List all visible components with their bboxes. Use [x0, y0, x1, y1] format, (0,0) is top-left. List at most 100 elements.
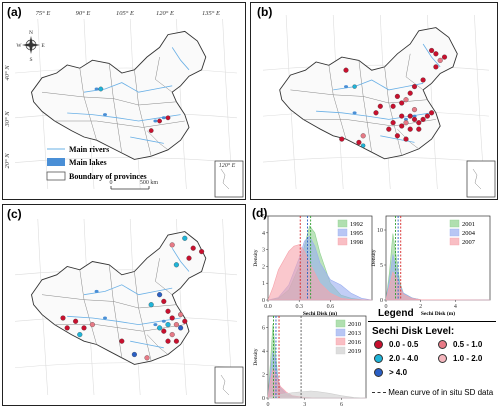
legend-swatch-2010 [335, 319, 346, 328]
province-boundary [155, 56, 173, 93]
x-tick-label: 2 [419, 304, 422, 310]
sd-point [399, 113, 405, 119]
lakes-legend-label: Main lakes [69, 158, 107, 167]
x-tick-label: 3 [303, 402, 306, 406]
sd-point [182, 235, 188, 241]
country-outline [31, 231, 207, 365]
legend-label-2001: 2001 [462, 221, 475, 228]
province-boundary [397, 129, 419, 150]
sd-legend-item: 0.5 - 1.0 [438, 340, 482, 350]
sd-point [403, 120, 409, 126]
scale-end: 500 km [140, 180, 159, 186]
y-tick-label: 3 [262, 248, 265, 254]
legend-swatch-2001 [449, 219, 460, 228]
sd-point [441, 54, 448, 60]
sd-point [429, 110, 435, 116]
parallel-line [262, 64, 490, 71]
sd-point [433, 51, 439, 57]
parallel-line [14, 157, 238, 163]
sd-point [407, 113, 413, 119]
sd-point [420, 77, 426, 83]
y-tick-label: 4 [262, 349, 265, 355]
sd-point [411, 107, 418, 113]
y-tick-label: 2 [262, 373, 265, 379]
legend-label-2013: 2013 [348, 330, 361, 337]
sd-point [339, 136, 345, 142]
sd-point [173, 322, 179, 328]
south-china-sea-inset [214, 366, 244, 404]
sd-legend-dot [438, 340, 447, 350]
latitude-label: 20° N [4, 153, 11, 169]
panel-a-label: (a) [7, 5, 22, 19]
latitude-label: 30° N [4, 111, 11, 128]
river-line [171, 247, 190, 272]
sd-legend-label: > 4.0 [389, 368, 408, 377]
river-line [380, 135, 415, 143]
panel-d: 0.0 0.3 0.6 0 1 2 3 4 5 Sechi Disk (m) Density 1992… [250, 204, 498, 406]
river-line [422, 43, 441, 68]
panel-b-label: (b) [257, 5, 273, 19]
sd-point [390, 120, 396, 126]
legend-swatch-1992 [337, 219, 348, 228]
sd-point [199, 249, 205, 255]
legend-swatch-1995 [337, 228, 348, 237]
sd-point [356, 139, 362, 145]
sd-point [437, 57, 443, 63]
river-line [83, 284, 173, 296]
y-tick-label: 4 [262, 231, 265, 237]
density-area-1998 [267, 244, 373, 301]
provinces-legend-swatch [46, 171, 66, 181]
legend-label-1992: 1992 [350, 221, 363, 228]
sd-point [157, 325, 163, 331]
y-tick-label: 0 [380, 298, 383, 304]
sd-point [173, 262, 179, 268]
sd-point [157, 118, 162, 124]
map-c [14, 218, 244, 404]
x-tick-label: 6 [340, 402, 343, 406]
mean-curve-label: Mean curve of in situ SD data [388, 388, 494, 397]
lake [161, 319, 166, 323]
sd-point [73, 318, 79, 324]
south-china-sea-inset [214, 160, 244, 198]
sd-point [407, 90, 413, 96]
panel-d-label: (d) [252, 206, 268, 220]
sd-point [148, 128, 154, 133]
x-tick-label: 0 [385, 304, 388, 310]
inset-coast [220, 168, 230, 190]
panel-b: (b) [250, 2, 498, 200]
sd-point [390, 103, 396, 109]
parallel-line [262, 156, 490, 163]
province-boundary [54, 324, 185, 332]
sd-legend-item: 2.0 - 4.0 [374, 354, 419, 364]
sd-point [373, 110, 379, 116]
compass-needle-horizontal [22, 43, 40, 47]
legend-swatch-1998 [337, 237, 348, 246]
sd-legend-item: > 4.0 [374, 368, 408, 378]
sd-point [361, 143, 366, 148]
lake [103, 316, 107, 320]
y-axis-label: Density [253, 249, 259, 266]
y-tick-label: 6 [262, 326, 265, 332]
sd-point [433, 64, 439, 70]
sd-point [161, 328, 167, 334]
parallel-line [14, 362, 238, 369]
lake [161, 116, 166, 120]
south-china-sea-inset [466, 160, 496, 198]
sd-point [157, 292, 163, 298]
longitude-label: 105° E [116, 10, 134, 17]
sd-legend-label: 2.0 - 4.0 [389, 354, 419, 363]
density-chart-1: 0.0 0.3 0.6 0 1 2 3 4 5 Sechi Disk (m) Density 1992… [253, 214, 373, 317]
sd-point [407, 126, 413, 132]
sd-point [64, 325, 70, 331]
longitude-label: 135° E [202, 10, 220, 17]
sd-point [169, 315, 175, 321]
legend-label-1995: 1995 [350, 230, 363, 237]
density-area-2007 [385, 271, 491, 301]
sd-point [77, 332, 83, 338]
sd-point [161, 298, 167, 304]
province-boundary [146, 334, 169, 355]
province-boundary [146, 130, 169, 150]
y-tick-label: 0 [262, 298, 265, 304]
sd-point [165, 115, 171, 121]
province-boundary [405, 53, 424, 91]
